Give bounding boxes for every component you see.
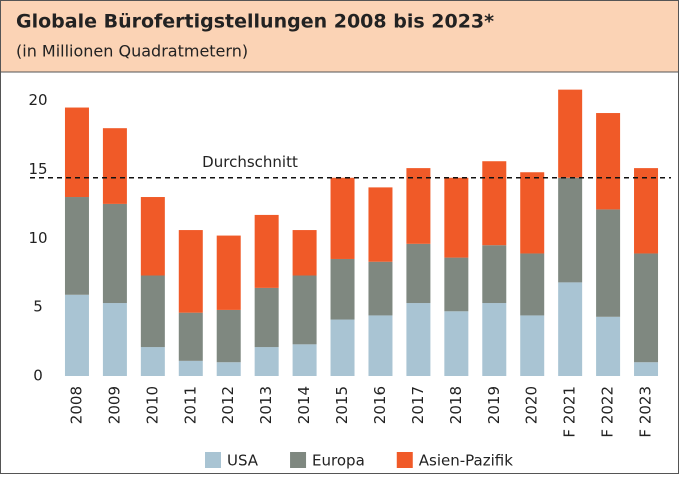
y-tick-label: 15 — [28, 160, 47, 178]
bar-segment — [406, 303, 431, 376]
bar-segment — [64, 294, 89, 376]
legend-swatch — [396, 452, 413, 468]
y-tick-label: 20 — [28, 91, 47, 109]
x-tick-label: 2020 — [523, 386, 541, 424]
bar-segment — [368, 187, 393, 262]
bar-segment — [292, 230, 317, 276]
legend-label: USA — [227, 452, 259, 470]
x-tick-label: 2017 — [409, 386, 427, 424]
bar-segment — [216, 309, 241, 363]
legend-label: Asien-Pazifik — [419, 452, 513, 470]
x-tick-label: F 2023 — [637, 386, 655, 438]
bar-segment — [596, 113, 621, 210]
bar-segment — [482, 161, 507, 246]
bar-segment — [444, 177, 469, 258]
bar-segment — [558, 177, 583, 283]
bar-segment — [140, 347, 165, 376]
x-tick-label: 2011 — [181, 386, 199, 424]
bar-segment — [178, 312, 203, 361]
bar-segment — [634, 362, 659, 376]
x-tick-label: 2009 — [105, 386, 123, 424]
bar-segment — [216, 235, 241, 310]
y-tick-label: 10 — [28, 229, 47, 247]
bar-segment — [140, 275, 165, 348]
bar-segment — [178, 230, 203, 313]
bar-segment — [216, 362, 241, 376]
bar-segment — [64, 197, 89, 295]
bar-segment — [64, 107, 89, 198]
x-tick-label: 2016 — [371, 386, 389, 424]
bar-segment — [444, 257, 469, 312]
bar-segment — [178, 360, 203, 376]
bar-segment — [102, 303, 127, 376]
bar-segment — [596, 209, 621, 317]
legend-swatch — [205, 452, 221, 468]
bar-segment — [406, 168, 431, 244]
chart-subtitle: (in Millionen Quadratmetern) — [16, 42, 248, 61]
bar-segment — [520, 172, 545, 254]
bar-segment — [406, 243, 431, 304]
bar-segment — [330, 177, 355, 259]
legend-label: Europa — [312, 452, 365, 470]
y-tick-label: 0 — [33, 367, 43, 385]
reference-label: Durchschnitt — [202, 153, 298, 171]
bar-segment — [634, 253, 659, 363]
bar-segment — [330, 258, 355, 320]
x-tick-label: 2012 — [219, 386, 237, 424]
x-tick-label: 2014 — [295, 386, 313, 424]
bar-segment — [482, 245, 507, 304]
bar-segment — [558, 89, 583, 178]
x-tick-label: 2018 — [447, 386, 465, 424]
bar-segment — [368, 315, 393, 376]
bar-segment — [330, 319, 355, 376]
x-tick-label: 2013 — [257, 386, 275, 424]
bar-segment — [254, 347, 279, 376]
x-tick-label: 2008 — [67, 386, 85, 424]
x-tick-label: F 2021 — [561, 386, 579, 438]
bar-segment — [596, 316, 621, 376]
x-tick-label: F 2022 — [599, 386, 617, 438]
bar-segment — [102, 128, 127, 204]
x-tick-label: 2010 — [143, 386, 161, 424]
bar-segment — [634, 168, 659, 254]
bar-segment — [292, 275, 317, 345]
bar-segment — [254, 287, 279, 348]
legend-swatch — [290, 452, 307, 468]
bar-segment — [368, 261, 393, 316]
bar-segment — [520, 315, 545, 376]
bar-segment — [520, 253, 545, 316]
bar-segment — [558, 282, 583, 376]
bar-segment — [292, 344, 317, 376]
bar-segment — [482, 303, 507, 376]
bar-segment — [140, 197, 165, 276]
bar-segment — [102, 203, 127, 304]
chart-title: Globale Bürofertigstellungen 2008 bis 20… — [16, 11, 494, 33]
header-band — [1, 1, 678, 72]
x-tick-label: 2019 — [485, 386, 503, 424]
y-tick-label: 5 — [33, 298, 43, 316]
bar-segment — [444, 311, 469, 376]
x-tick-label: 2015 — [333, 386, 351, 424]
bar-segment — [254, 214, 279, 288]
